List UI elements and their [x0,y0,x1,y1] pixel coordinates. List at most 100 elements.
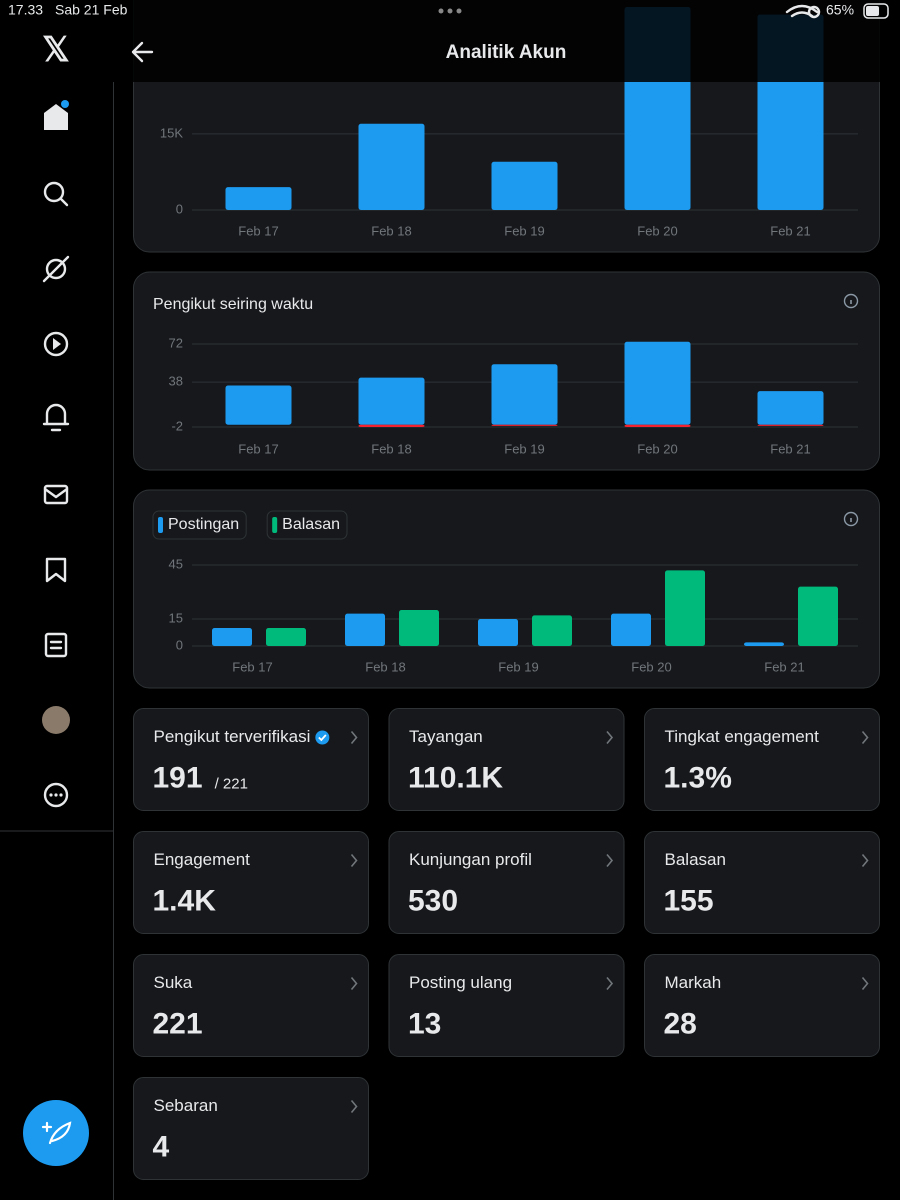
stat-card [388,831,625,934]
x-tick-label: Feb 21 [770,441,810,456]
avatar[interactable] [42,706,70,734]
x-tick-label: Feb 18 [371,223,411,238]
x-tick-label: Feb 19 [498,659,538,674]
x-tick-label: Feb 21 [770,223,810,238]
bar [345,613,385,646]
back-button[interactable] [131,41,154,63]
x-tick-label: Feb 21 [764,659,804,674]
search-handle [59,197,69,207]
chevron [350,976,358,991]
mail-icon[interactable] [43,484,69,505]
stat-card [644,708,880,811]
bar [491,424,558,426]
grok-icon[interactable] [45,258,67,280]
bar [358,424,425,427]
status-date: Sab 21 Feb [55,2,128,18]
bar [624,424,691,427]
stat-total: / 221 [215,775,248,792]
legend-swatch [158,517,163,533]
chevron [350,853,358,868]
stat-label: Tingkat engagement [665,727,820,746]
stat-label: Engagement [154,850,251,869]
x-tick-label: Feb 17 [238,441,278,456]
home-icon[interactable] [44,104,68,130]
play [53,338,61,350]
legend-label: Balasan [282,516,340,533]
battery-percent: 65% [826,2,854,18]
x-tick-label: Feb 17 [238,223,278,238]
stat-value: 4 [153,1130,170,1163]
list-icon[interactable] [44,632,68,658]
lock-icon [807,5,821,19]
chevron [350,730,358,745]
more-icon[interactable] [43,782,69,808]
bar [491,161,558,210]
grok-slash [42,255,70,283]
stat-card [644,954,880,1057]
x-tick-label: Feb 20 [637,223,677,238]
stat-label: Suka [154,973,193,992]
bar [225,187,292,210]
search-icon[interactable] [43,181,65,203]
bar [225,385,292,425]
list-lines [49,640,63,650]
chevron [350,1099,358,1114]
chevron [861,730,869,745]
bar [478,619,518,646]
legend-chip [266,510,348,540]
x-tick-label: Feb 20 [631,659,671,674]
stat-card [133,831,369,934]
stat-value: 28 [664,1007,697,1040]
bookmark-icon[interactable] [45,557,67,583]
x-tick-label: Feb 19 [504,441,544,456]
x-tick-label: Feb 20 [637,441,677,456]
x-tick-label: Feb 18 [365,659,405,674]
stat-label: Posting ulang [409,973,512,992]
y-tick-label: 15 [169,610,183,625]
stat-value: 1.4K [153,884,217,917]
stat-label: Markah [665,973,722,992]
stat-card [644,831,880,934]
stat-value: 1.3% [664,761,732,794]
stat-label: Balasan [665,850,726,869]
legend-swatch [272,517,278,533]
bar [798,586,838,646]
stat-value: 155 [664,884,714,917]
compose-icon [41,1121,72,1145]
chart-title: Pengikut seiring waktu [153,296,313,313]
x-logo[interactable]: 𝕏 [42,31,69,69]
legend-label: Postingan [168,516,239,533]
stat-value: 13 [408,1007,441,1040]
stat-value: 530 [408,884,458,917]
verified-badge [315,730,330,745]
more-dots [49,793,63,797]
y-tick-label: 38 [169,374,183,389]
sidebar-icons [23,100,89,1166]
video-icon[interactable] [43,331,69,357]
chevron [861,853,869,868]
stat-label: Pengikut terverifikasi [154,727,311,746]
stat-card [133,708,369,811]
chevron [606,976,614,991]
status-time: 17.33 [8,2,43,18]
notification-dot [61,100,69,108]
bar [532,615,572,646]
verified-check [318,734,327,742]
bar [611,613,651,646]
bar [399,610,439,646]
stat-label: Kunjungan profil [409,850,532,869]
legend-chip [152,510,247,540]
bar [665,570,705,646]
battery-icon [863,3,889,19]
chevron [606,730,614,745]
info-icon [843,511,859,527]
y-tick-label: 0 [176,201,183,216]
bar [757,391,824,425]
x-tick-label: Feb 19 [504,223,544,238]
bell-icon[interactable] [42,403,70,432]
battery-level [866,6,879,16]
stat-label: Sebaran [154,1096,218,1115]
y-tick-label: 15K [160,125,183,140]
stat-label: Tayangan [409,727,483,746]
